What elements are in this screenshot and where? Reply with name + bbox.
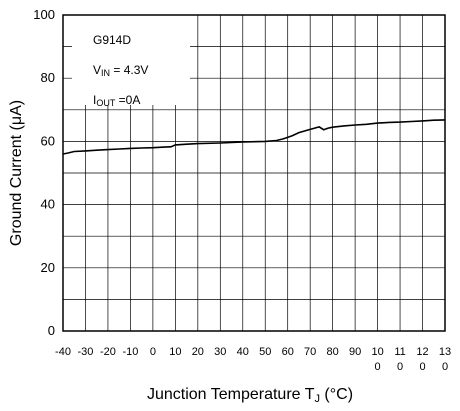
x-tick-label: 70 <box>304 346 316 358</box>
annotation-iout: IOUT =0A <box>93 93 140 108</box>
x-tick-label: 50 <box>259 346 271 358</box>
y-tick-label: 20 <box>41 260 55 275</box>
annotation-box <box>72 15 190 105</box>
y-tick-label: 40 <box>41 197 55 212</box>
x-axis-ticks: -40 -30 -20 -10 0 10 20 30 40 50 60 70 80 90 10 0 11 0 12 0… <box>55 346 451 373</box>
x-tick-label: 0 <box>150 346 156 358</box>
x-tick-label: 10 0 <box>371 346 383 373</box>
x-tick-label: 90 <box>349 346 361 358</box>
y-axis-label: Ground Current (μA) <box>8 100 25 246</box>
series-line-ground-current <box>62 119 446 155</box>
x-tick-label: 20 <box>192 346 204 358</box>
plot-frame <box>62 14 446 332</box>
y-tick-label: 80 <box>41 70 55 85</box>
x-tick-label: -40 <box>55 346 71 358</box>
x-tick-label: 12 0 <box>416 346 428 373</box>
x-tick-label: -30 <box>78 346 94 358</box>
x-tick-label: 30 <box>214 346 226 358</box>
x-tick-label: 10 <box>169 346 181 358</box>
y-tick-label: 0 <box>48 323 55 338</box>
annotation-vin: VIN = 4.3V <box>93 63 148 78</box>
y-axis-ticks: 0 20 40 60 80 100 <box>33 7 55 338</box>
x-tick-label: 40 <box>237 346 249 358</box>
x-tick-label: -20 <box>100 346 116 358</box>
y-tick-label: 60 <box>41 133 55 148</box>
x-axis-label: Junction Temperature TJ (°C) <box>147 386 353 405</box>
x-tick-label: 13 0 <box>439 346 451 373</box>
y-tick-label: 100 <box>33 7 55 22</box>
annotation-device: G914D <box>93 33 131 47</box>
x-tick-label: -10 <box>122 346 138 358</box>
x-tick-label: 60 <box>282 346 294 358</box>
x-tick-label: 80 <box>327 346 339 358</box>
x-tick-label: 11 0 <box>394 346 405 373</box>
